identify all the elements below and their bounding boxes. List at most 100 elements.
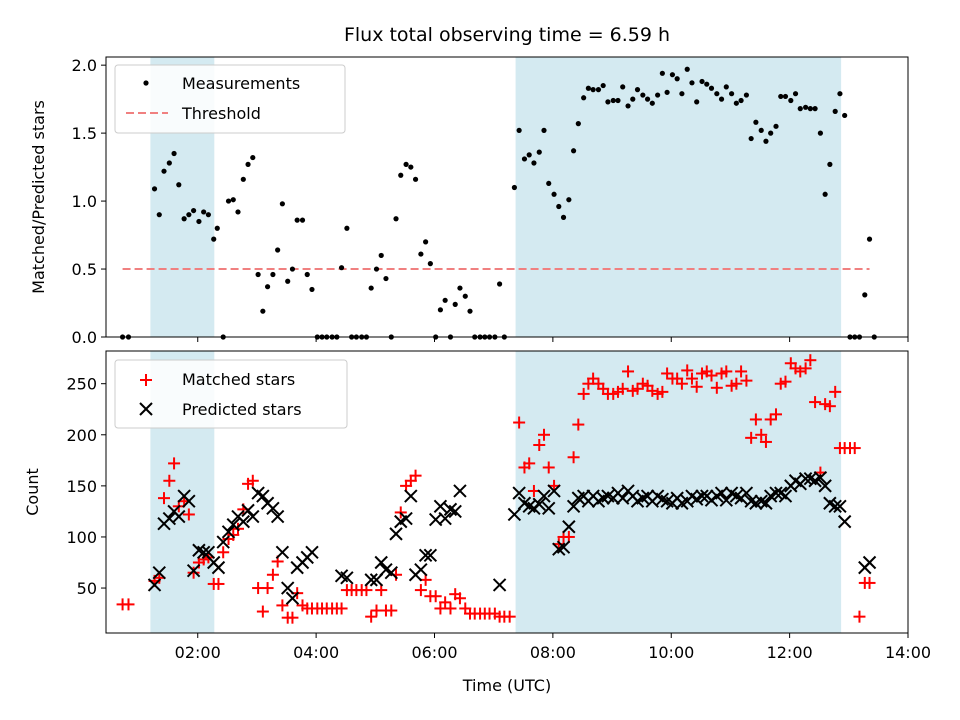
predicted-star-point — [556, 540, 571, 554]
measurement-point — [156, 212, 162, 218]
predicted-star-point — [542, 501, 556, 516]
predicted-star-point — [818, 479, 832, 493]
measurement-point — [570, 148, 577, 154]
matched-star-point — [656, 385, 669, 398]
measurement-point — [862, 292, 868, 298]
matched-star-point — [690, 380, 703, 393]
measurement-point — [866, 236, 873, 242]
measurement-point — [427, 261, 433, 267]
matched-star-point — [246, 474, 259, 487]
measurement-point — [674, 76, 680, 82]
matched-star-point — [414, 584, 427, 597]
measurement-point — [264, 284, 271, 290]
predicted-star-point — [384, 566, 398, 580]
predicted-star-point — [152, 566, 166, 580]
measurement-point — [546, 180, 552, 187]
predicted-star-point — [537, 489, 551, 503]
predicted-star-point — [399, 511, 413, 526]
matched-star-point — [675, 377, 688, 390]
predicted-star-point — [340, 571, 354, 585]
x-tick-label: 06:00 — [411, 643, 457, 662]
measurement-point — [743, 92, 750, 98]
predicted-star-point — [828, 499, 842, 514]
matched-star-point — [266, 568, 279, 581]
matched-star-point — [735, 365, 748, 378]
matched-star-point — [809, 396, 822, 409]
y-tick-label: 100 — [66, 528, 97, 547]
predicted-star-point — [562, 520, 576, 534]
measurement-point — [600, 82, 606, 89]
predicted-star-point — [492, 578, 507, 592]
measurement-point — [516, 127, 522, 133]
measurement-point — [832, 108, 838, 114]
measurement-point — [664, 89, 670, 95]
predicted-star-point — [281, 581, 295, 595]
measurement-point — [782, 93, 789, 100]
measurement-point — [620, 84, 626, 90]
measurement-point — [738, 97, 744, 104]
matched-star-point — [764, 413, 777, 426]
ratio-x-ticks — [197, 337, 909, 342]
y-tick-label: 150 — [66, 477, 97, 496]
measurement-point — [827, 161, 833, 167]
measurement-point — [625, 103, 631, 109]
matched-star-point — [276, 599, 289, 612]
matched-star-point — [587, 372, 600, 385]
matched-star-point — [533, 439, 546, 451]
count-panel: 50 100 150 200 250 02:00 04:00 06:00 08:00 10:00… — [23, 350, 931, 695]
legend-matched-marker — [140, 374, 152, 386]
predicted-star-point — [270, 509, 285, 524]
measurement-point — [240, 176, 246, 182]
matched-star-point — [759, 435, 772, 448]
y-tick-label: 2.0 — [72, 56, 97, 75]
matched-star-point — [158, 492, 171, 505]
measurement-point — [289, 266, 296, 272]
chart-title: Flux total observing time = 6.59 h — [344, 24, 670, 46]
matched-star-point — [622, 365, 635, 378]
matched-star-point — [631, 382, 644, 395]
predicted-star-point — [507, 507, 522, 522]
y-tick-label: 250 — [66, 375, 97, 394]
ratio-y-axis-label: Matched/Predicted stars — [29, 100, 48, 294]
matched-star-point — [804, 354, 817, 367]
matched-star-point — [745, 431, 758, 444]
matched-star-point — [385, 604, 398, 617]
matched-star-point — [542, 461, 555, 474]
measurement-point — [260, 308, 266, 314]
matched-star-point — [720, 365, 733, 378]
matched-star-point — [212, 577, 225, 590]
matched-star-point — [182, 508, 195, 521]
observing-window — [515, 57, 842, 337]
measurement-point — [211, 236, 217, 242]
measurement-point — [393, 216, 399, 222]
measurement-point — [423, 239, 429, 245]
measurement-point — [659, 70, 665, 76]
predicted-star-point — [433, 499, 448, 514]
measurement-point — [368, 285, 374, 291]
matched-star-point — [710, 381, 723, 394]
measurement-point — [497, 281, 503, 287]
matched-star-point — [439, 596, 452, 609]
predicted-star-point — [275, 545, 290, 559]
measurement-point — [694, 99, 700, 105]
measurement-point — [373, 266, 380, 272]
measurement-point — [383, 275, 389, 282]
predicted-star-point — [833, 499, 847, 514]
predicted-star-point — [532, 497, 546, 511]
predicted-star-point — [418, 548, 433, 563]
predicted-star-point — [813, 470, 828, 485]
measurement-point — [521, 156, 528, 162]
x-tick-label: 10:00 — [648, 643, 694, 662]
measurement-point — [595, 87, 602, 93]
matched-stars-points — [116, 354, 876, 624]
measurement-point — [294, 217, 300, 223]
measurement-point — [408, 164, 414, 170]
measurement-point — [171, 150, 177, 157]
count-y-ticks: 50 100 150 200 250 — [66, 375, 106, 598]
matched-star-point — [705, 369, 718, 382]
measurement-point — [201, 209, 207, 215]
matched-star-point — [286, 611, 299, 624]
matched-star-point — [661, 367, 674, 380]
measurement-point — [556, 203, 562, 210]
measurement-point — [708, 85, 715, 91]
